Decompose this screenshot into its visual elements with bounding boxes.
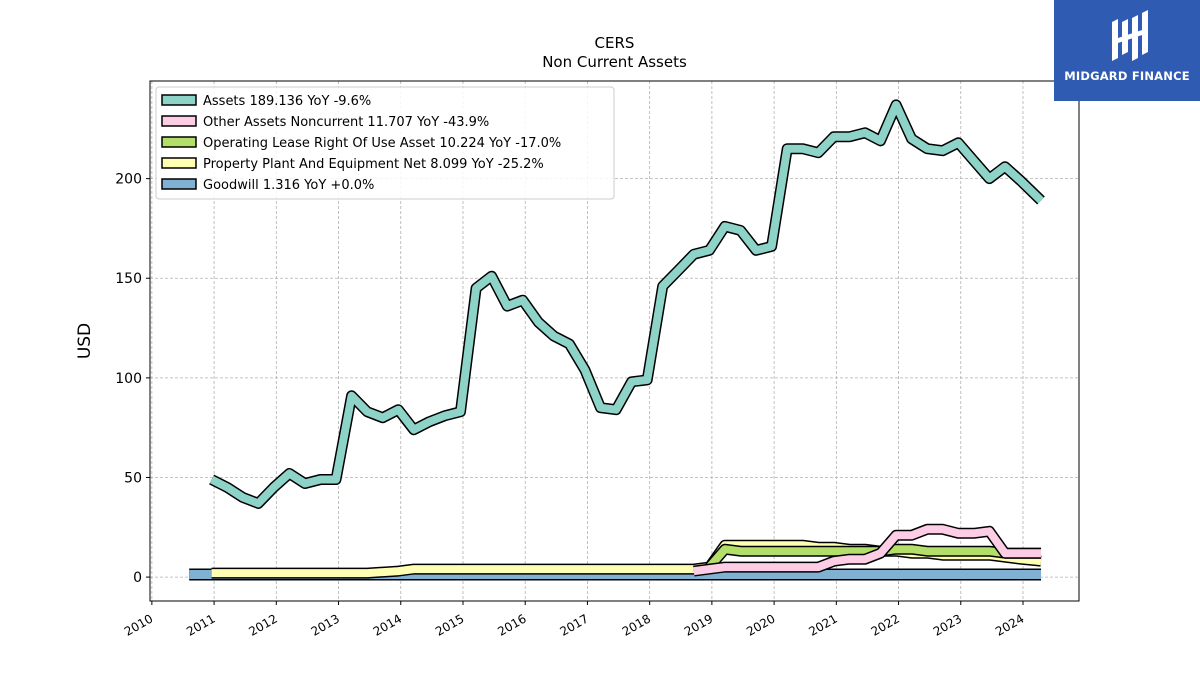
chart-subtitle: Non Current Assets [542, 53, 687, 71]
legend-swatch [161, 94, 197, 106]
y-tick-label: 200 [115, 172, 142, 188]
legend-entry: Other Assets Noncurrent 11.707 YoY -43.9… [203, 115, 489, 130]
series-line [209, 100, 1044, 508]
legend-swatch [161, 178, 197, 190]
plot-frame [149, 80, 1080, 602]
x-tick-label: 2022 [869, 611, 902, 638]
legend-swatch [161, 157, 197, 169]
x-tick-label: 2024 [993, 611, 1026, 638]
brand-name: MIDGARD FINANCE [1064, 69, 1190, 83]
x-axis: 2010 2011 2012 2013 2014 2015 2016 2017 2018 2019… [122, 601, 1026, 639]
x-tick-label: 2015 [433, 611, 466, 638]
x-tick-label: 2020 [744, 611, 777, 638]
x-tick-label: 2017 [557, 611, 590, 638]
y-axis: 0 50 100 150 200 [115, 172, 150, 586]
x-tick-label: 2014 [371, 611, 404, 638]
x-tick-label: 2011 [184, 611, 217, 638]
x-tick-label: 2021 [806, 611, 839, 638]
x-tick-label: 2013 [309, 611, 342, 638]
legend-box [155, 86, 615, 200]
brand-logo: MIDGARD FINANCE [1054, 0, 1200, 101]
y-tick-label: 50 [124, 470, 142, 486]
series-0 [209, 99, 1045, 509]
y-tick-label: 100 [115, 371, 142, 387]
x-tick-label: 2010 [122, 611, 155, 638]
chart-title: CERS [595, 34, 635, 52]
x-tick-label: 2018 [620, 611, 653, 638]
series-layer [189, 99, 1045, 581]
legend-entry: Goodwill 1.316 YoY +0.0% [203, 178, 374, 193]
series-line [693, 525, 1041, 576]
x-tick-label: 2012 [246, 611, 279, 638]
x-tick-label: 2023 [931, 611, 964, 638]
legend-swatch [161, 115, 197, 127]
legend-entry: Assets 189.136 YoY -9.6% [203, 94, 371, 109]
y-tick-label: 150 [115, 271, 142, 287]
logo-mark-icon [1112, 10, 1148, 61]
legend-entry: Property Plant And Equipment Net 8.099 Y… [203, 157, 544, 172]
legend-entry: Operating Lease Right Of Use Asset 10.22… [203, 136, 561, 151]
legend-swatch [161, 136, 197, 148]
x-tick-label: 2019 [682, 611, 715, 638]
y-axis-label: USD [75, 323, 95, 359]
series-1 [693, 523, 1041, 577]
legend: Assets 189.136 YoY -9.6% Other Assets Non… [155, 86, 615, 200]
x-tick-label: 2016 [495, 611, 528, 638]
y-tick-label: 0 [133, 570, 142, 586]
